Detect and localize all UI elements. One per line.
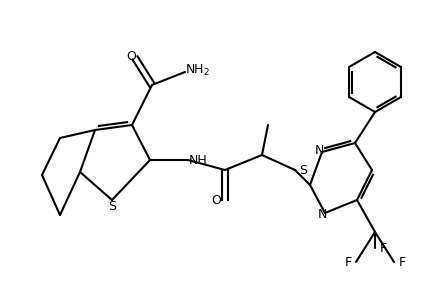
Text: O: O — [126, 50, 136, 64]
Text: F: F — [398, 255, 406, 269]
Text: F: F — [344, 255, 352, 269]
Text: S: S — [108, 200, 116, 213]
Text: N: N — [318, 209, 327, 222]
Text: N: N — [314, 144, 324, 157]
Text: F: F — [379, 242, 387, 255]
Text: NH: NH — [189, 153, 207, 166]
Text: O: O — [211, 193, 221, 206]
Text: NH$_2$: NH$_2$ — [184, 62, 210, 77]
Text: S: S — [299, 164, 307, 177]
